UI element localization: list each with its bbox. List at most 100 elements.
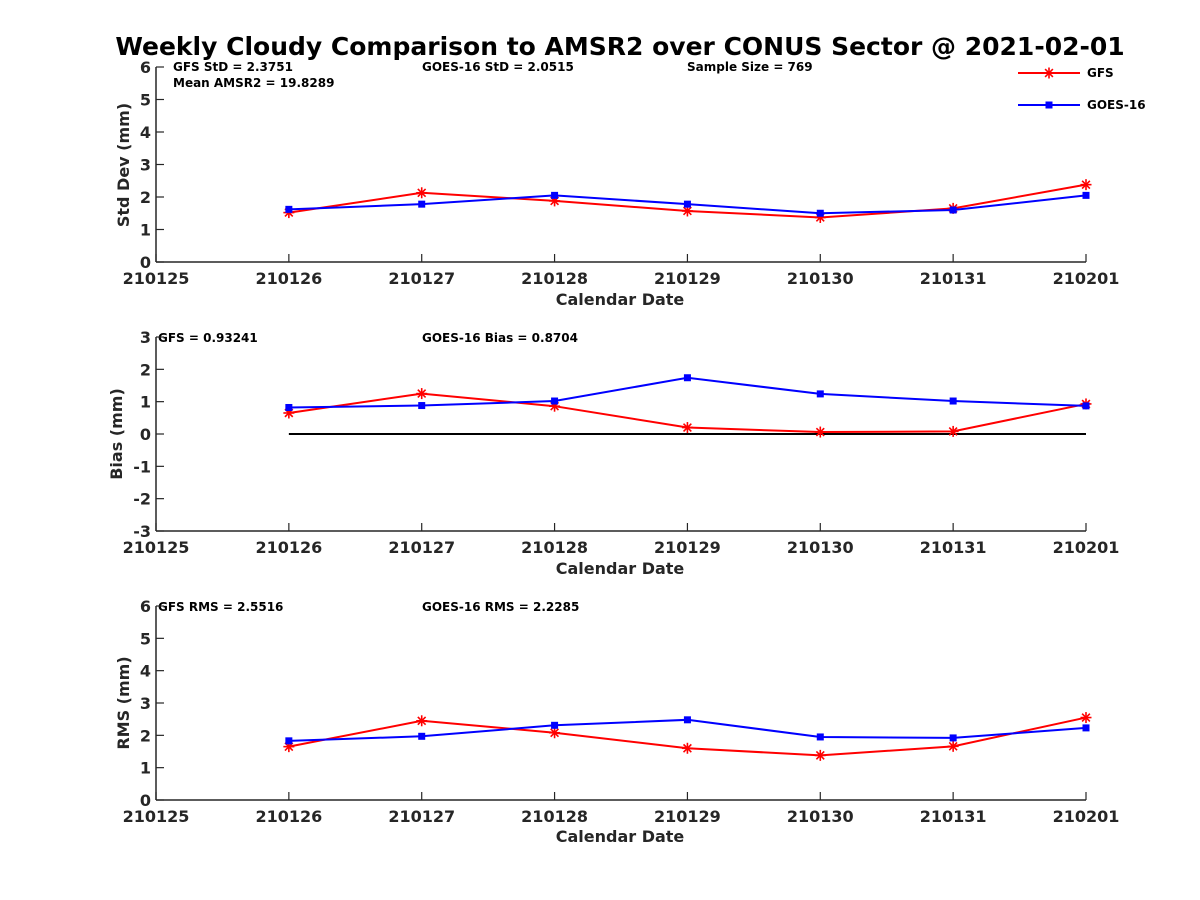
data-point-goes16 <box>551 721 559 729</box>
data-point-goes16 <box>683 374 691 382</box>
legend-marker-gfs-glyph <box>1043 67 1055 79</box>
data-point-goes16 <box>949 206 957 214</box>
x-tick-label: 210131 <box>920 269 987 288</box>
gfs-std-stat: GFS StD = 2.3751 <box>173 60 293 74</box>
x-tick-label: 210126 <box>255 538 322 557</box>
x-tick-label: 210125 <box>123 538 190 557</box>
y-tick-label: 1 <box>140 393 151 412</box>
data-point-gfs <box>947 425 959 437</box>
legend-label-goes16: GOES-16 <box>1087 98 1146 112</box>
x-tick-label: 210127 <box>388 538 455 557</box>
y-tick-label: -3 <box>133 522 151 541</box>
mean-amsr2-stat: Mean AMSR2 = 19.8289 <box>173 76 334 90</box>
y-tick-label: 0 <box>140 791 151 810</box>
y-tick-label: 1 <box>140 759 151 778</box>
x-tick-label: 210129 <box>654 807 721 826</box>
data-point-gfs <box>1080 179 1092 191</box>
data-point-goes16 <box>816 390 824 398</box>
y-axis-label: Std Dev (mm) <box>114 103 133 227</box>
x-tick-label: 210127 <box>388 269 455 288</box>
data-point-goes16 <box>418 732 426 740</box>
data-point-goes16 <box>551 191 559 199</box>
data-point-goes16 <box>1082 191 1090 199</box>
data-point-goes16 <box>816 733 824 741</box>
x-tick-label: 210128 <box>521 538 588 557</box>
y-axis-label: Bias (mm) <box>107 388 126 480</box>
y-tick-label: 1 <box>140 221 151 240</box>
x-tick-label: 210128 <box>521 807 588 826</box>
y-tick-label: 0 <box>140 425 151 444</box>
x-tick-label: 210126 <box>255 807 322 826</box>
y-tick-label: 3 <box>140 156 151 175</box>
data-point-goes16 <box>949 734 957 742</box>
data-point-goes16 <box>949 397 957 405</box>
x-tick-label: 210129 <box>654 269 721 288</box>
data-point-gfs <box>947 740 959 752</box>
x-tick-label: 210129 <box>654 538 721 557</box>
data-point-goes16 <box>1082 724 1090 732</box>
rms-panel: GFS RMS = 2.5516 GOES-16 RMS = 2.2285 Ca… <box>114 597 1119 846</box>
legend-marker-goes16-glyph <box>1045 101 1053 109</box>
y-tick-label: 6 <box>140 597 151 616</box>
data-point-goes16 <box>816 209 824 217</box>
x-axis-label: Calendar Date <box>556 290 685 309</box>
data-point-gfs <box>814 426 826 438</box>
x-tick-label: 210125 <box>123 269 190 288</box>
goes16-std-stat: GOES-16 StD = 2.0515 <box>422 60 574 74</box>
x-tick-label: 210127 <box>388 807 455 826</box>
x-tick-label: 210130 <box>787 269 854 288</box>
x-tick-label: 210130 <box>787 538 854 557</box>
data-point-gfs <box>416 715 428 727</box>
y-tick-label: 6 <box>140 58 151 77</box>
data-point-goes16 <box>285 403 293 411</box>
x-tick-label: 210130 <box>787 807 854 826</box>
data-point-goes16 <box>418 402 426 410</box>
std-dev-panel: GFS StD = 2.3751 Mean AMSR2 = 19.8289 GO… <box>114 58 1119 309</box>
y-tick-label: -2 <box>133 490 151 509</box>
data-point-gfs <box>681 422 693 434</box>
x-tick-label: 210201 <box>1053 538 1120 557</box>
y-tick-label: 5 <box>140 629 151 648</box>
gfs-bias-stat: GFS = 0.93241 <box>158 331 258 345</box>
y-tick-label: 3 <box>140 328 151 347</box>
sample-size-stat: Sample Size = 769 <box>687 60 813 74</box>
gfs-rms-stat: GFS RMS = 2.5516 <box>158 600 283 614</box>
data-point-goes16 <box>683 200 691 208</box>
data-point-gfs <box>681 742 693 754</box>
x-tick-label: 210128 <box>521 269 588 288</box>
x-axis-label: Calendar Date <box>556 827 685 846</box>
data-point-gfs <box>416 187 428 199</box>
x-tick-label: 210131 <box>920 538 987 557</box>
data-point-gfs <box>549 727 561 739</box>
x-tick-label: 210131 <box>920 807 987 826</box>
y-tick-label: 0 <box>140 253 151 272</box>
data-point-gfs <box>1080 712 1092 724</box>
y-tick-label: 4 <box>140 123 151 142</box>
x-tick-label: 210201 <box>1053 269 1120 288</box>
x-tick-label: 210126 <box>255 269 322 288</box>
data-point-goes16 <box>285 205 293 213</box>
data-point-goes16 <box>1082 402 1090 410</box>
data-point-goes16 <box>551 397 559 405</box>
legend-marker-goes16 <box>1045 101 1053 109</box>
y-axis-label: RMS (mm) <box>114 656 133 749</box>
x-axis-label: Calendar Date <box>556 559 685 578</box>
y-tick-label: -1 <box>133 457 151 476</box>
y-tick-label: 4 <box>140 662 151 681</box>
data-point-goes16 <box>418 200 426 208</box>
x-tick-label: 210125 <box>123 807 190 826</box>
bias-panel: GFS = 0.93241 GOES-16 Bias = 0.8704 Cale… <box>107 328 1119 578</box>
y-tick-label: 2 <box>140 188 151 207</box>
y-tick-label: 2 <box>140 726 151 745</box>
legend: GFS GOES-16 <box>1018 66 1146 112</box>
y-tick-label: 2 <box>140 360 151 379</box>
chart-title: Weekly Cloudy Comparison to AMSR2 over C… <box>115 32 1124 61</box>
data-point-gfs <box>416 388 428 400</box>
data-point-gfs <box>814 749 826 761</box>
y-tick-label: 5 <box>140 91 151 110</box>
goes16-rms-stat: GOES-16 RMS = 2.2285 <box>422 600 579 614</box>
goes16-bias-stat: GOES-16 Bias = 0.8704 <box>422 331 578 345</box>
x-tick-label: 210201 <box>1053 807 1120 826</box>
